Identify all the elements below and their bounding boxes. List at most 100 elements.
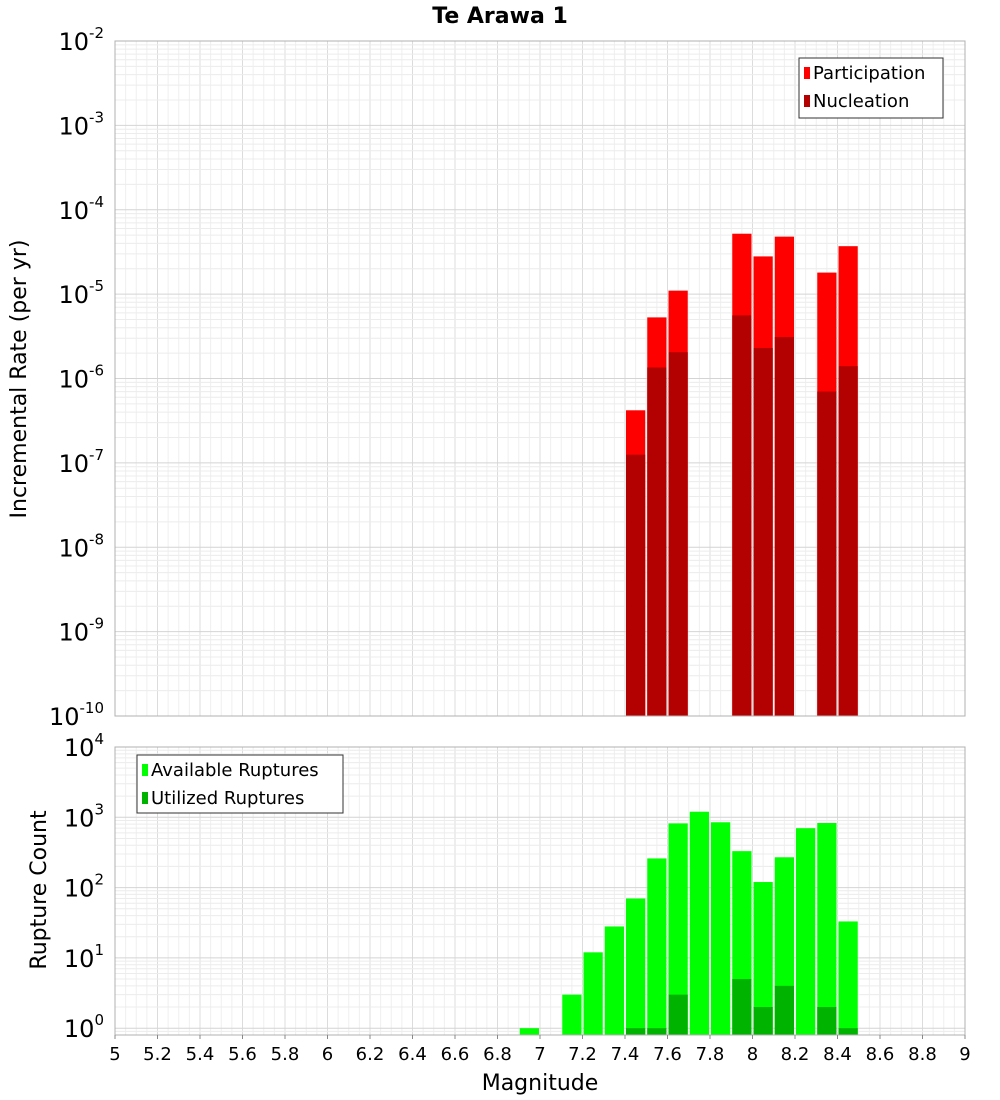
bottom-y-tick-base: 10 [64, 804, 95, 832]
top-y-tick-label: 10-2 [58, 24, 104, 56]
top-y-tick-exponent: -8 [89, 530, 104, 548]
bottom-bar-available-ruptures [562, 994, 582, 1035]
top-y-tick-base: 10 [58, 450, 89, 478]
top-bar-nucleation [817, 391, 837, 716]
top-y-tick-base: 10 [58, 534, 89, 562]
bottom-y-tick-label: 104 [64, 730, 104, 762]
top-bar-nucleation [753, 347, 773, 716]
bottom-y-tick-exponent: 1 [94, 941, 104, 959]
bottom-y-tick-label: 100 [64, 1011, 104, 1043]
x-tick-label: 8.2 [781, 1044, 810, 1065]
top-y-tick-exponent: -6 [89, 362, 104, 380]
bottom-y-tick-base: 10 [64, 734, 95, 762]
bottom-y-tick-base: 10 [64, 875, 95, 903]
top-y-tick-base: 10 [49, 703, 80, 731]
top-y-tick-base: 10 [58, 112, 89, 140]
bottom-bar-available-ruptures [689, 811, 709, 1035]
x-tick-label: 8.6 [866, 1044, 895, 1065]
x-tick-label: 9 [959, 1044, 970, 1065]
x-tick-label: 7.6 [653, 1044, 682, 1065]
top-y-tick-label: 10-10 [49, 699, 104, 731]
top-plot-border [114, 40, 966, 717]
bottom-bar-utilized-ruptures [817, 1007, 837, 1035]
top-bar-nucleation [838, 366, 858, 716]
top-legend-label: Nucleation [813, 91, 909, 112]
bottom-bar-utilized-ruptures [647, 1028, 667, 1035]
x-tick-label: 5 [109, 1044, 120, 1065]
x-tick-label: 5.4 [186, 1044, 215, 1065]
top-y-tick-exponent: -2 [89, 24, 104, 42]
bottom-bar-available-ruptures [796, 828, 816, 1035]
top-bar-nucleation [732, 315, 752, 716]
x-tick-label: 7.4 [611, 1044, 640, 1065]
top-bar-nucleation [626, 454, 646, 716]
bottom-bar-utilized-ruptures [838, 1028, 858, 1035]
top-y-tick-base: 10 [58, 28, 89, 56]
top-y-tick-label: 10-4 [58, 193, 104, 225]
bottom-bar-available-ruptures [626, 898, 646, 1035]
x-tick-label: 5.6 [228, 1044, 257, 1065]
bottom-bar-available-ruptures [519, 1028, 539, 1035]
x-tick-label: 8 [747, 1044, 758, 1065]
participation-rate-plot: 10-210-310-410-510-610-710-810-910-10Par… [49, 24, 966, 731]
x-tick-label: 7.2 [568, 1044, 597, 1065]
bottom-bar-utilized-ruptures [668, 994, 688, 1035]
bottom-y-tick-exponent: 4 [94, 730, 104, 748]
top-y-tick-base: 10 [58, 281, 89, 309]
bottom-y-tick-exponent: 2 [94, 871, 104, 889]
bottom-bar-available-ruptures [838, 921, 858, 1035]
bottom-legend-box [136, 754, 344, 814]
bottom-y-axis-label: Rupture Count [27, 810, 52, 970]
top-y-tick-exponent: -10 [80, 699, 105, 717]
bottom-bar-available-ruptures [711, 822, 731, 1035]
bottom-legend-label: Available Ruptures [151, 760, 319, 781]
top-y-tick-exponent: -9 [89, 615, 104, 633]
bottom-y-tick-exponent: 0 [94, 1011, 104, 1029]
bottom-y-tick-label: 101 [64, 941, 104, 973]
top-y-tick-exponent: -7 [89, 446, 104, 464]
top-bar-nucleation [668, 352, 688, 716]
bottom-y-tick-base: 10 [64, 945, 95, 973]
bottom-y-tick-label: 103 [64, 800, 104, 832]
bottom-bar-available-ruptures [604, 926, 624, 1035]
top-y-tick-base: 10 [58, 366, 89, 394]
bottom-bar-utilized-ruptures [732, 979, 752, 1035]
bottom-bar-available-ruptures [647, 858, 667, 1035]
bottom-bar-available-ruptures [668, 823, 688, 1035]
x-tick-label: 7.8 [696, 1044, 725, 1065]
chart-title: Te Arawa 1 [432, 4, 568, 29]
bottom-bar-utilized-ruptures [774, 985, 794, 1035]
bottom-legend-swatch [142, 764, 148, 776]
top-legend-label: Participation [813, 63, 925, 84]
x-tick-label: 6 [322, 1044, 333, 1065]
top-legend-box [798, 57, 944, 119]
x-tick-label: 6.2 [356, 1044, 385, 1065]
bottom-bar-available-ruptures [583, 952, 603, 1035]
x-tick-label: 6.8 [483, 1044, 512, 1065]
x-tick-label: 5.2 [143, 1044, 172, 1065]
x-tick-label: 6.6 [441, 1044, 470, 1065]
top-bar-nucleation [774, 337, 794, 716]
top-y-tick-exponent: -5 [89, 277, 104, 295]
bottom-legend-swatch [142, 792, 148, 804]
bottom-bar-utilized-ruptures [626, 1028, 646, 1035]
top-y-tick-label: 10-8 [58, 530, 104, 562]
bottom-y-tick-label: 102 [64, 871, 104, 903]
bottom-legend-label: Utilized Ruptures [151, 788, 304, 809]
top-y-tick-exponent: -3 [89, 108, 104, 126]
bottom-bar-available-ruptures [817, 822, 837, 1035]
bottom-y-tick-base: 10 [64, 1015, 95, 1043]
top-y-tick-label: 10-5 [58, 277, 104, 309]
top-y-tick-label: 10-3 [58, 108, 104, 140]
top-legend-swatch [804, 95, 810, 107]
top-y-tick-exponent: -4 [89, 193, 104, 211]
top-bar-nucleation [647, 367, 667, 716]
bottom-bar-utilized-ruptures [753, 1007, 773, 1035]
x-axis-label: Magnitude [482, 1071, 599, 1096]
bottom-bar-available-ruptures [753, 882, 773, 1035]
x-tick-label: 8.4 [823, 1044, 852, 1065]
top-y-axis-label: Incremental Rate (per yr) [7, 240, 32, 519]
top-y-tick-base: 10 [58, 197, 89, 225]
